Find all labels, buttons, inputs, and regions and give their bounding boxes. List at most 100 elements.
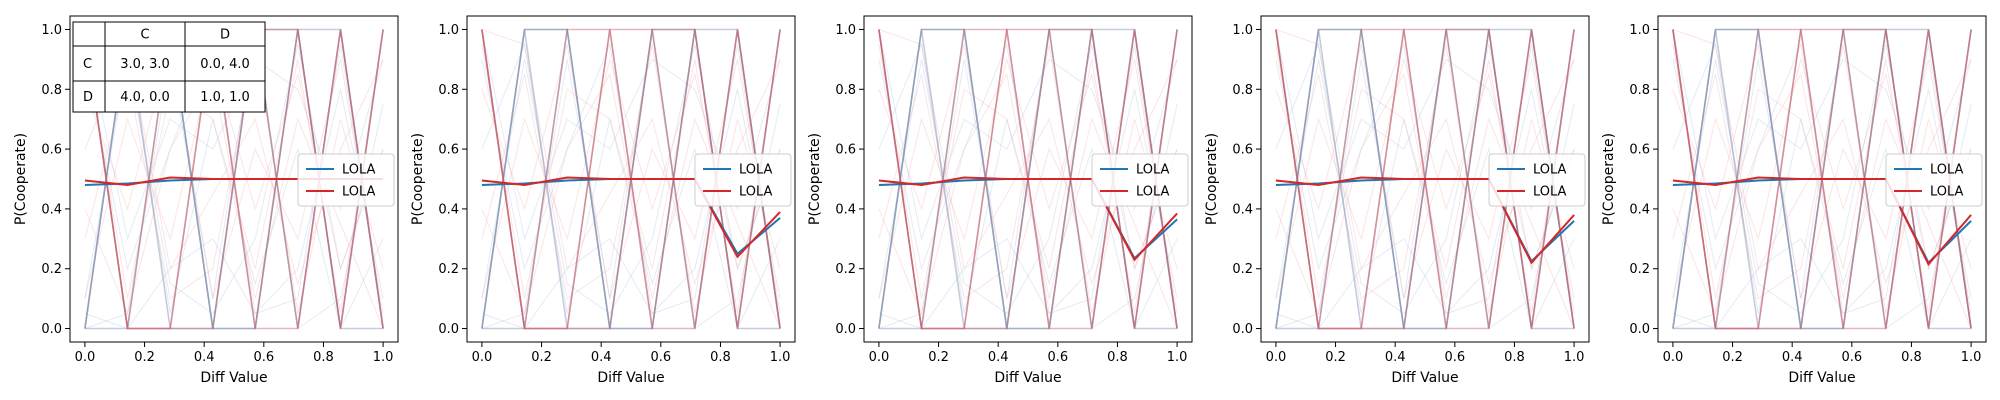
y-tick-label: 0.4 [1629, 202, 1650, 217]
faint-blue-trace-3 [481, 44, 781, 315]
y-axis-label: P(Cooperate) [1601, 133, 1617, 225]
x-tick-label: 0.6 [650, 350, 671, 365]
faint-blue-trace-1 [481, 44, 781, 330]
chart-panel-3: 0.0 0.2 0.4 0.6 0.8 1.0 0.0 0.2 0.4 0.6 0.8 1.0 Diff… [807, 15, 1193, 386]
y-tick-label: 0.0 [835, 322, 856, 337]
x-tick-label: 0.2 [928, 350, 949, 365]
x-tick-label: 0.2 [1722, 350, 1743, 365]
table-cell: 4.0, 0.0 [120, 90, 170, 105]
table-cell: D [220, 28, 230, 43]
x-tick-label: 0.2 [134, 350, 155, 365]
x-axis-label: Diff Value [994, 370, 1061, 386]
table-cell: 0.0, 4.0 [200, 57, 250, 72]
x-tick-label: 0.4 [591, 350, 612, 365]
y-tick-label: 0.0 [1232, 322, 1253, 337]
y-tick-label: 0.8 [835, 83, 856, 98]
x-tick-label: 1.0 [1167, 350, 1188, 365]
faint-red-trace-3 [1275, 44, 1575, 314]
faint-blue-trace-6 [1672, 42, 1972, 330]
faint-blue-trace-3 [1672, 44, 1972, 315]
legend: LOLA LOLA [1488, 153, 1586, 207]
x-tick-label: 1.0 [770, 350, 791, 365]
legend-box [694, 153, 792, 207]
y-tick-label: 0.4 [1232, 202, 1253, 217]
legend-label: LOLA [342, 185, 376, 200]
plot-area [1672, 28, 1972, 330]
faint-blue-trace-5 [1672, 29, 1972, 330]
x-tick-label: 1.0 [373, 350, 394, 365]
x-tick-label: 0.8 [710, 350, 731, 365]
legend-label: LOLA [739, 163, 773, 178]
x-tick-label: 0.8 [313, 350, 334, 365]
chart-panel-2: 0.0 0.2 0.4 0.6 0.8 1.0 0.0 0.2 0.4 0.6 0.8 1.0 Diff… [410, 15, 796, 386]
axes-frame [1260, 15, 1590, 343]
y-tick-label: 0.8 [41, 83, 62, 98]
x-tick-label: 0.0 [869, 350, 890, 365]
legend-box [1488, 153, 1586, 207]
y-axis-label: P(Cooperate) [410, 133, 426, 225]
x-axis-label: Diff Value [1788, 370, 1855, 386]
faint-blue-trace-5 [481, 29, 781, 330]
faint-red-trace-3 [1672, 44, 1972, 314]
blue-trace-4 [1275, 28, 1575, 330]
x-tick-label: 0.6 [1444, 350, 1465, 365]
y-tick-label: 0.2 [41, 262, 62, 277]
blue-trace-1 [481, 28, 781, 330]
series-line-2 [878, 176, 1178, 262]
y-tick-label: 0.8 [1629, 83, 1650, 98]
x-tick-label: 0.8 [1107, 350, 1128, 365]
y-tick-label: 1.0 [835, 23, 856, 38]
axes-frame [466, 15, 796, 343]
x-tick-label: 1.0 [1961, 350, 1982, 365]
blue-trace-1 [878, 28, 1178, 330]
blue-trace-4 [481, 28, 781, 330]
y-axis-label: P(Cooperate) [807, 133, 823, 225]
axes-frame [1657, 15, 1987, 343]
y-tick-label: 0.8 [1232, 83, 1253, 98]
legend-box [297, 153, 395, 207]
legend-label: LOLA [342, 163, 376, 178]
y-tick-label: 0.6 [438, 143, 459, 158]
faint-blue-trace-1 [84, 44, 384, 330]
x-tick-label: 0.0 [1663, 350, 1684, 365]
faint-red-trace-4 [481, 57, 781, 299]
legend: LOLA LOLA [297, 153, 395, 207]
blue-trace-1 [1275, 28, 1575, 330]
faint-red-trace-4 [84, 57, 384, 299]
x-tick-label: 0.4 [1782, 350, 1803, 365]
y-tick-label: 0.6 [1232, 143, 1253, 158]
chart-panel-4: 0.0 0.2 0.4 0.6 0.8 1.0 0.0 0.2 0.4 0.6 0.8 1.0 Diff… [1204, 15, 1590, 386]
faint-blue-trace-6 [481, 42, 781, 330]
red-trace-1 [1275, 28, 1575, 330]
faint-blue-trace-5 [84, 29, 384, 330]
y-tick-label: 0.0 [1629, 322, 1650, 337]
x-tick-label: 0.0 [75, 350, 96, 365]
blue-trace-4 [1672, 28, 1972, 330]
x-tick-label: 0.8 [1504, 350, 1525, 365]
table-cell: D [83, 90, 93, 105]
x-tick-label: 0.6 [1841, 350, 1862, 365]
x-tick-label: 0.0 [472, 350, 493, 365]
red-trace-1 [1672, 28, 1972, 330]
legend-label: LOLA [1930, 185, 1964, 200]
plot-area [878, 28, 1178, 330]
faint-red-trace-1 [1275, 29, 1575, 314]
y-tick-label: 0.6 [1629, 143, 1650, 158]
legend: LOLA LOLA [1885, 153, 1983, 207]
x-tick-label: 0.4 [1385, 350, 1406, 365]
y-axis-label: P(Cooperate) [13, 133, 29, 225]
table-cell: 3.0, 3.0 [120, 57, 170, 72]
series-line-2 [1275, 176, 1575, 265]
y-tick-label: 0.4 [835, 202, 856, 217]
faint-blue-trace-3 [1275, 44, 1575, 315]
x-tick-label: 0.4 [194, 350, 215, 365]
table-cell: C [140, 28, 149, 43]
legend-box [1885, 153, 1983, 207]
faint-red-trace-4 [1275, 57, 1575, 299]
y-tick-label: 0.2 [835, 262, 856, 277]
x-tick-label: 0.6 [253, 350, 274, 365]
x-tick-label: 0.4 [988, 350, 1009, 365]
legend-label: LOLA [739, 185, 773, 200]
faint-blue-trace-5 [1275, 29, 1575, 330]
